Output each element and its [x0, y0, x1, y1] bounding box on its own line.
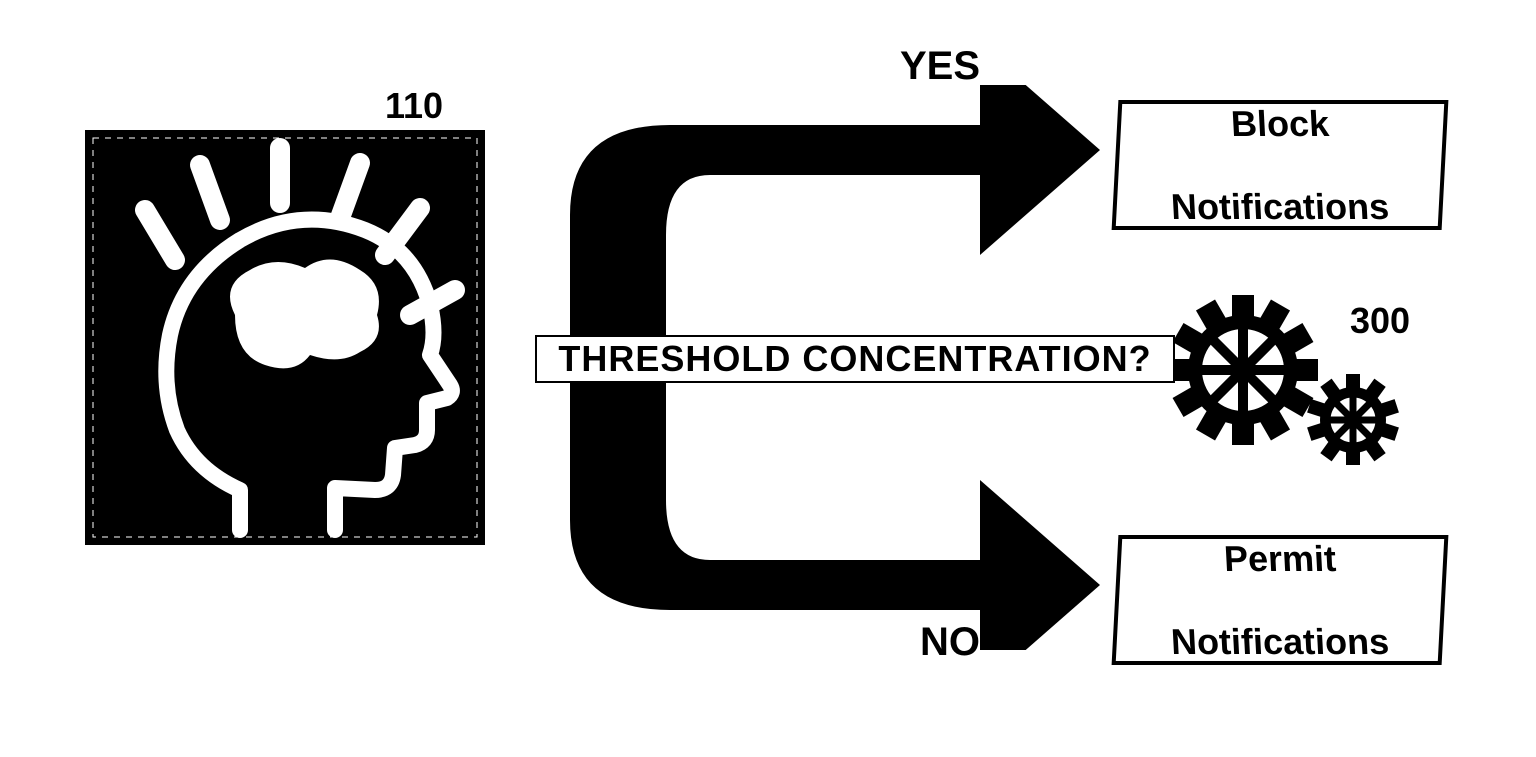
brain-ref-number: 110 [385, 85, 443, 127]
output-permit-notifications: Permit Notifications [1112, 535, 1449, 665]
gear-icon [1307, 374, 1399, 465]
output-permit-line2: Notifications [1170, 621, 1390, 662]
diagram-canvas: 110 YES NO THRESHOLD CONCENTRATION? Bloc… [0, 0, 1536, 757]
output-block-notifications: Block Notifications [1112, 100, 1449, 230]
brain-head-icon [85, 130, 485, 545]
yes-label: YES [900, 44, 980, 89]
output-permit-line1: Permit [1170, 538, 1390, 579]
gears-ref-number: 300 [1350, 300, 1410, 342]
output-block-line2: Notifications [1170, 186, 1390, 227]
brain-icon-box [85, 130, 485, 545]
output-block-line1: Block [1170, 103, 1390, 144]
decision-text: THRESHOLD CONCENTRATION? [535, 335, 1175, 383]
gear-icon [1168, 295, 1318, 445]
